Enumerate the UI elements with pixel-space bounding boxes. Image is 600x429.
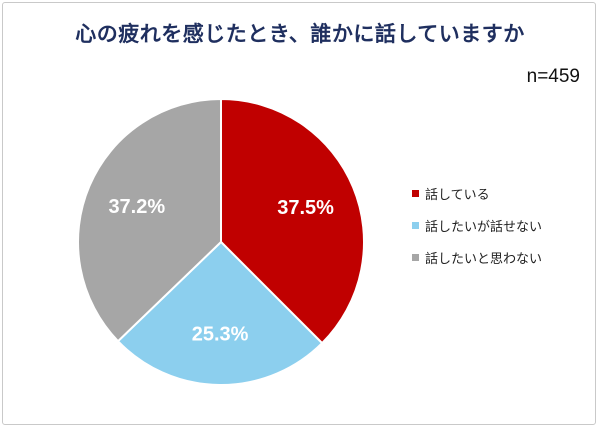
legend-label-1: 話している <box>425 187 490 203</box>
legend-label-3: 話したいと思わない <box>425 251 543 267</box>
pie-slice-label-3: 37.2% <box>108 196 165 218</box>
pie-slice-3 <box>77 97 222 343</box>
pie-slice-label-1: 37.5% <box>277 197 334 219</box>
chart-legend: 話している話したいが話せない 話したいと思わない <box>412 184 542 280</box>
pie-slice-2 <box>116 240 324 386</box>
legend-item-3: 話したいと思わない <box>412 248 543 267</box>
legend-swatch-2 <box>412 221 419 229</box>
legend-swatch-1 <box>412 189 419 197</box>
chart-title: 心の疲れを感じたとき、誰かに話していますか <box>75 22 525 46</box>
legend-label-2: 話したいが話せない <box>425 219 543 235</box>
pie-slice-label-2: 25.3% <box>192 324 249 346</box>
legend-item-2: 話したいが話せない <box>412 216 543 235</box>
legend-item-1: 話している <box>412 184 542 203</box>
pie-slices <box>77 97 365 386</box>
sample-size-label: n=459 <box>526 66 580 87</box>
legend-swatch-3 <box>412 253 419 261</box>
pie-slice-1 <box>220 97 365 345</box>
pie-data-labels: 37.5% 25.3% 37.2% <box>108 196 334 345</box>
